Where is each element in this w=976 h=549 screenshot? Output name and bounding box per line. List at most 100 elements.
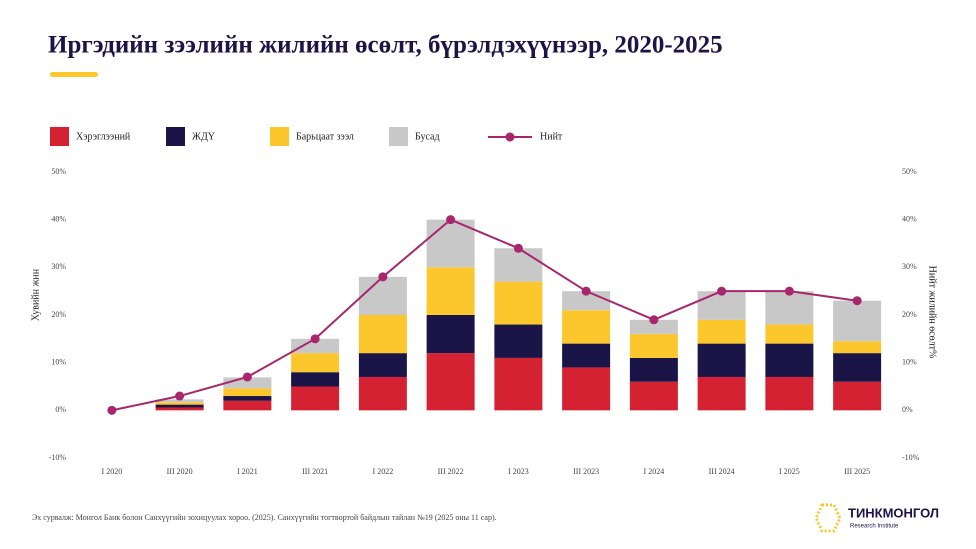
legend-swatch: [389, 127, 408, 146]
logo: ТИНКМОНГОЛ Research Institute: [814, 503, 939, 533]
line-marker: [310, 334, 320, 344]
logo-subtitle: Research Institute: [850, 524, 899, 530]
y2-tick-label: 20%: [902, 310, 917, 319]
bar-segment: [155, 399, 204, 403]
y2-tick-label: -10%: [902, 453, 920, 462]
x-tick-label: III 2020: [167, 467, 193, 476]
y-tick-label: 10%: [51, 357, 66, 366]
bar-segment: [426, 219, 475, 268]
bar-segment: [562, 310, 611, 344]
bar-segment: [697, 343, 746, 377]
line: [111, 218, 858, 412]
bar-segment: [358, 353, 407, 377]
y2-tick-label: 0%: [902, 405, 913, 414]
x-tick-label: III 2021: [302, 467, 328, 476]
x-tick-label: I 2021: [237, 467, 258, 476]
bar-segment: [494, 324, 543, 358]
bar-segment: [291, 353, 340, 373]
x-tick-label: III 2024: [709, 467, 735, 476]
bar-segment: [426, 353, 475, 411]
source: Эх сурвалж: Монгол Банк болон Санхүүгийн…: [32, 513, 497, 522]
bar-segment: [223, 400, 272, 411]
bar-segment: [833, 341, 882, 354]
title-underline: [50, 72, 98, 77]
bar-segment: [155, 404, 204, 408]
y2-tick-label: 40%: [902, 214, 917, 223]
legend-label: Нийт: [540, 131, 563, 142]
y-tick-label: 0%: [55, 405, 66, 414]
bar-segment: [358, 315, 407, 354]
y-axis-label: Хувийн жин: [30, 268, 41, 321]
x-tick-label: I 2024: [644, 467, 665, 476]
bar-segment: [494, 357, 543, 411]
legend-swatch: [270, 127, 289, 146]
y-tick-label: -10%: [49, 453, 67, 462]
bar-segment: [291, 372, 340, 387]
legend-marker: [505, 132, 515, 142]
legend-swatch: [50, 127, 69, 146]
bar-segment: [765, 291, 814, 325]
bar-segment: [494, 248, 543, 282]
logo-name: ТИНКМОНГОЛ: [848, 505, 939, 520]
bar-segment: [358, 376, 407, 411]
bar-segment: [291, 338, 340, 354]
bar-segment: [629, 381, 678, 411]
logo-icon: [814, 503, 842, 533]
bar-segment: [833, 353, 882, 382]
legend-label: ЖДҮ: [192, 131, 215, 142]
y-tick-label: 30%: [51, 262, 66, 271]
x-tick-label: III 2025: [844, 467, 870, 476]
bar-segment: [765, 343, 814, 377]
bar-segment: [291, 386, 340, 411]
x-tick-label: I 2023: [508, 467, 529, 476]
bar-segment: [223, 377, 272, 389]
bar-segment: [697, 319, 746, 344]
bar-segment: [426, 267, 475, 315]
bar-segment: [155, 402, 204, 405]
legend-label: Бусад: [415, 131, 440, 142]
line-marker: [581, 286, 591, 296]
bar-segment: [223, 388, 272, 397]
bar-segment: [629, 334, 678, 358]
bar-segment: [765, 324, 814, 344]
bar-segment: [562, 343, 611, 368]
y2-tick-label: 50%: [902, 167, 917, 176]
x-tick-label: III 2023: [573, 467, 599, 476]
y2-tick-label: 10%: [902, 357, 917, 366]
y-tick-label: 40%: [51, 214, 66, 223]
bar-segment: [358, 276, 407, 315]
line-marker: [784, 286, 794, 296]
line-marker: [513, 243, 523, 253]
line-marker: [242, 372, 252, 382]
line-marker: [852, 296, 862, 306]
line-marker: [378, 272, 388, 282]
bar-segment: [697, 291, 746, 320]
x-tick-label: I 2022: [373, 467, 394, 476]
line-marker: [446, 215, 456, 225]
legend-label: Барьцаат зээл: [296, 131, 354, 142]
y2-tick-label: 30%: [902, 262, 917, 271]
x-tick-label: I 2025: [779, 467, 800, 476]
bar-segment: [223, 396, 272, 401]
y-tick-label: 20%: [51, 310, 66, 319]
x-tick-label: I 2020: [102, 467, 123, 476]
y-tick-label: 50%: [51, 167, 66, 176]
bar-segment: [833, 300, 882, 342]
bar-segment: [697, 376, 746, 411]
bar-segment: [629, 357, 678, 382]
bar-segment: [426, 315, 475, 354]
line-marker: [175, 391, 185, 401]
bar-segment: [562, 367, 611, 411]
legend-label: Хэрэглээний: [76, 131, 131, 142]
line-marker: [649, 315, 659, 325]
x-tick-label: III 2022: [438, 467, 464, 476]
chart-title: Иргэдийн зээлийн жилийн өсөлт, бүрэлдэхү…: [48, 32, 723, 59]
y2-axis-label: Нийт жилийн өсөлт%: [927, 266, 938, 359]
bar-segment: [629, 319, 678, 335]
line-marker: [107, 405, 117, 415]
line-marker: [717, 286, 727, 296]
bar-segment: [494, 281, 543, 325]
bar-segment: [765, 376, 814, 411]
bar-segment: [833, 381, 882, 411]
